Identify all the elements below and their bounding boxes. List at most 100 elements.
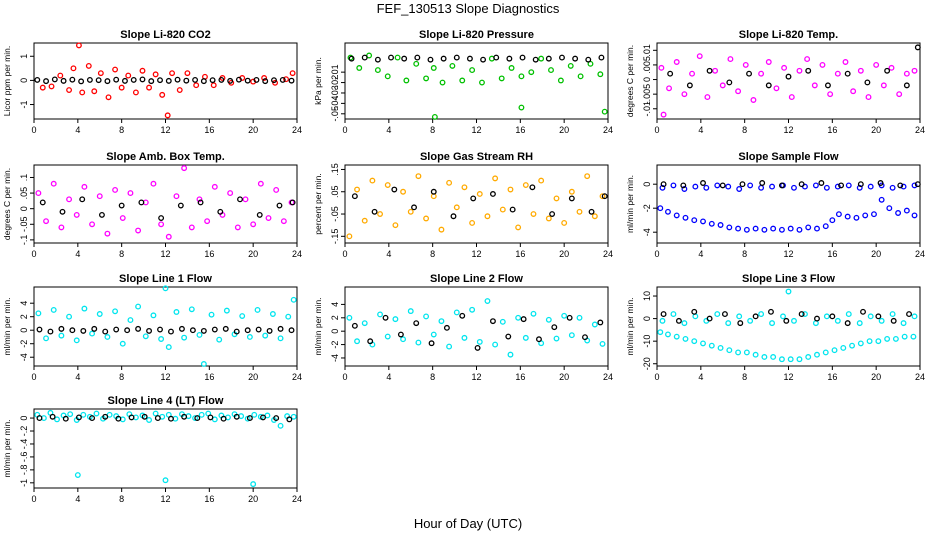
data-point xyxy=(706,315,713,322)
x-tick-label: 24 xyxy=(603,125,613,135)
data-point xyxy=(584,173,591,180)
chart-title: Slope Line 4 (LT) Flow xyxy=(108,395,224,407)
data-point xyxy=(805,67,812,74)
data-point xyxy=(518,73,525,80)
data-point xyxy=(659,184,666,191)
x-tick-label: 12 xyxy=(160,494,170,504)
y-tick-label: 4 xyxy=(19,301,29,306)
data-point xyxy=(796,226,803,233)
data-point xyxy=(507,351,514,358)
x-tick-label: 8 xyxy=(119,372,124,382)
data-point xyxy=(778,356,785,363)
series-upper-band xyxy=(659,182,918,192)
data-point xyxy=(290,413,297,420)
data-point xyxy=(135,227,142,234)
x-tick-label: 12 xyxy=(160,125,170,135)
data-point xyxy=(384,333,391,340)
data-point xyxy=(430,331,437,338)
data-point xyxy=(119,340,126,347)
data-point xyxy=(461,184,468,191)
chart-title: Slope Line 1 Flow xyxy=(119,273,212,285)
data-point xyxy=(273,187,280,193)
data-point xyxy=(788,94,795,101)
x-tick-label: 4 xyxy=(75,494,80,504)
data-point xyxy=(276,202,283,209)
x-tick-label: 0 xyxy=(342,372,347,382)
data-point xyxy=(453,54,460,61)
data-point xyxy=(39,84,46,91)
data-point xyxy=(60,77,67,84)
data-point xyxy=(906,311,912,318)
data-point xyxy=(174,76,181,83)
plot-frame xyxy=(344,164,609,244)
data-point xyxy=(223,307,230,314)
data-point xyxy=(262,78,269,85)
data-point xyxy=(209,77,216,84)
data-point xyxy=(666,85,673,92)
y-tick-label: -.05 xyxy=(330,106,340,122)
series-reference xyxy=(351,312,604,351)
x-tick-label: 4 xyxy=(75,372,80,382)
figure-title: FEF_130513 Slope Diagnostics xyxy=(376,1,560,16)
data-point xyxy=(158,336,165,342)
data-point xyxy=(430,188,437,195)
y-axis-label: ml/min per min. xyxy=(313,297,323,355)
x-tick-label: 24 xyxy=(603,249,613,259)
data-point xyxy=(59,208,66,215)
data-point xyxy=(124,327,131,334)
data-point xyxy=(856,184,863,191)
x-tick-label: 20 xyxy=(871,372,881,382)
data-point xyxy=(104,230,111,237)
data-point xyxy=(415,173,422,180)
data-point xyxy=(742,61,749,68)
data-point xyxy=(867,313,874,320)
data-point xyxy=(884,335,891,342)
data-point xyxy=(659,317,666,324)
data-point xyxy=(75,42,82,49)
data-point xyxy=(860,308,866,315)
data-point xyxy=(157,77,163,84)
x-tick-label: 16 xyxy=(515,125,525,135)
data-point xyxy=(266,327,273,334)
y-tick-label: -.005 xyxy=(642,84,652,105)
data-point xyxy=(361,54,368,61)
data-point xyxy=(235,76,242,83)
data-point xyxy=(374,56,381,63)
data-point xyxy=(889,311,896,318)
data-point xyxy=(173,193,180,200)
data-point xyxy=(49,413,56,420)
data-point xyxy=(670,311,677,318)
data-point xyxy=(97,70,104,77)
data-point xyxy=(545,55,552,62)
data-point xyxy=(290,296,297,303)
series-lower-band xyxy=(657,196,918,233)
y-axis-label: ml/min per min. xyxy=(2,419,12,477)
data-point xyxy=(696,53,703,60)
chart-title: Slope Line 2 Flow xyxy=(430,273,523,285)
data-point xyxy=(208,311,215,318)
data-point xyxy=(561,219,568,226)
data-point xyxy=(842,59,849,65)
data-point xyxy=(164,112,171,119)
x-tick-label: 4 xyxy=(386,125,391,135)
series-samples xyxy=(346,298,606,358)
chart-panel-2: Slope Li-820 Pressure 0 4 8 12 16 20 24 -.05-.04… xyxy=(313,29,613,135)
data-point xyxy=(440,55,447,62)
plot-frame xyxy=(656,164,921,244)
y-axis-label: degrees C per min. xyxy=(2,168,12,240)
x-tick-label: 0 xyxy=(654,249,659,259)
data-point xyxy=(857,67,864,74)
data-point xyxy=(280,218,287,225)
data-point xyxy=(545,215,552,222)
data-point xyxy=(66,313,73,320)
data-point xyxy=(122,77,128,84)
data-point xyxy=(237,196,243,203)
data-point xyxy=(132,89,139,96)
data-point xyxy=(218,76,225,83)
chart-title: Slope Li-820 CO2 xyxy=(120,29,210,41)
data-point xyxy=(518,104,525,111)
data-point xyxy=(104,334,111,340)
data-point xyxy=(686,82,693,89)
data-point xyxy=(689,70,696,77)
